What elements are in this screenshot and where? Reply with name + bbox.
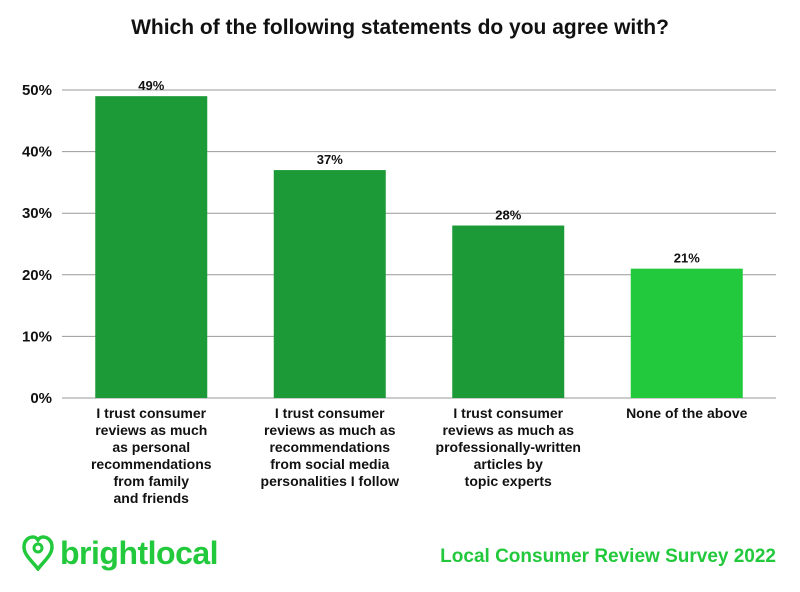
category-labels: I trust consumer reviews as much as person… xyxy=(91,405,748,506)
category-label-line: recommendations xyxy=(91,456,212,472)
survey-footer: Local Consumer Review Survey 2022 xyxy=(440,546,776,567)
category-label-line: articles by xyxy=(474,456,543,472)
category-label: I trust consumer reviews as much as person… xyxy=(91,405,212,506)
category-label-line: from family xyxy=(114,473,190,489)
category-label-line: I trust consumer xyxy=(275,405,385,421)
category-label-line: I trust consumer xyxy=(453,405,563,421)
chart-title: Which of the following statements do you… xyxy=(131,16,669,39)
bar xyxy=(95,96,208,398)
bars xyxy=(95,96,743,398)
category-label-line: recommendations xyxy=(269,439,390,455)
category-label: I trust consumer reviews as much as recomm… xyxy=(261,405,400,489)
heart-pin-icon xyxy=(22,535,54,571)
category-label-line: reviews as much as xyxy=(442,422,574,438)
data-labels: 49% 37% 28% 21% xyxy=(138,78,700,265)
y-tick-label: 10% xyxy=(22,328,52,345)
y-axis-ticks: 0% 10% 20% 30% 40% 50% xyxy=(22,82,52,407)
category-label-line: reviews as much as xyxy=(264,422,396,438)
category-label-line: from social media xyxy=(270,456,389,472)
category-label-line: and friends xyxy=(114,490,190,506)
data-label: 37% xyxy=(317,152,343,167)
y-tick-label: 30% xyxy=(22,205,52,222)
category-label-line: None of the above xyxy=(626,405,748,421)
category-label-line: personalities I follow xyxy=(261,473,400,489)
category-label: None of the above xyxy=(626,405,748,421)
category-label-line: as personal xyxy=(112,439,190,455)
brand-logo: brightlocal xyxy=(22,533,219,573)
y-tick-label: 50% xyxy=(22,82,52,99)
y-tick-label: 20% xyxy=(22,267,52,284)
data-label: 21% xyxy=(674,251,700,266)
data-label: 28% xyxy=(495,208,521,223)
category-label-line: I trust consumer xyxy=(96,405,206,421)
category-label-line: topic experts xyxy=(465,473,552,489)
bar xyxy=(452,225,565,398)
category-label-line: professionally-written xyxy=(436,439,581,455)
brand-name: brightlocal xyxy=(60,534,219,571)
data-label: 49% xyxy=(138,78,164,93)
y-tick-label: 0% xyxy=(30,390,52,407)
category-label-line: reviews as much xyxy=(95,422,207,438)
y-tick-label: 40% xyxy=(22,144,52,161)
category-label: I trust consumer reviews as much as profes… xyxy=(436,405,581,489)
bar xyxy=(630,268,743,398)
bar xyxy=(273,170,386,398)
